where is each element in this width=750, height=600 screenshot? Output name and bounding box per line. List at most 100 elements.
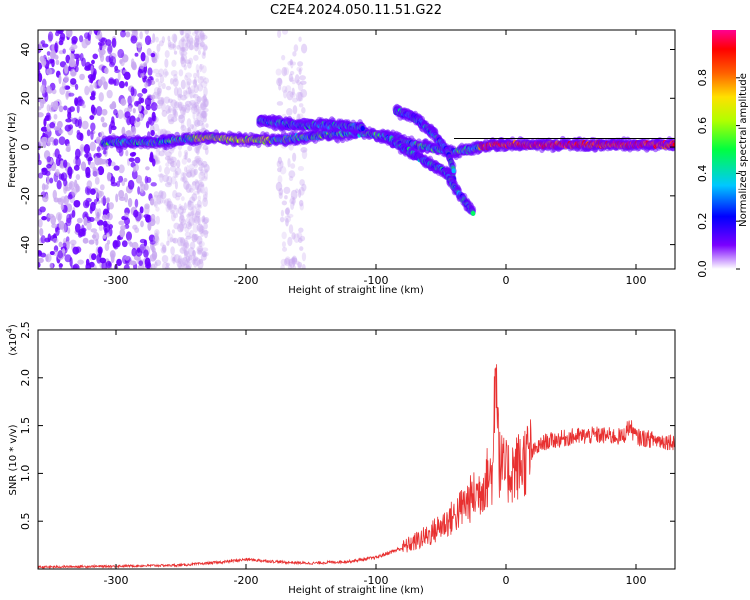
spectrogram-cell xyxy=(79,73,85,81)
spectrogram-cell xyxy=(196,235,203,245)
spectrogram-cell xyxy=(298,189,302,198)
spectrogram-cell xyxy=(181,47,189,52)
spectrogram-cell xyxy=(96,190,103,199)
spectrogram-cell xyxy=(202,50,206,56)
spectrogram-cell xyxy=(182,108,186,118)
spectrogram-cell xyxy=(150,52,156,58)
spectrogram-cell xyxy=(166,200,171,209)
spectrogram-cell xyxy=(74,65,79,73)
spectrogram-cell xyxy=(104,242,110,252)
spectrogram-cell xyxy=(187,222,191,228)
spectrogram-cell xyxy=(188,57,194,65)
spectrogram-cell xyxy=(180,94,187,101)
spectrogram-cell xyxy=(185,183,192,193)
spectrogram-cell xyxy=(141,88,148,94)
spectrogram-cell xyxy=(167,98,173,104)
spectrogram-cell xyxy=(167,35,171,42)
spectrogram-cell xyxy=(178,114,184,120)
spectrogram-cell xyxy=(167,42,175,50)
spectrogram-cell xyxy=(69,257,73,267)
spectrogram-cell xyxy=(200,168,204,174)
spectrogram-cell xyxy=(173,222,180,230)
spectrogram-cell xyxy=(197,195,201,201)
spectrogram-cell xyxy=(44,92,49,102)
spectrogram-cell xyxy=(144,55,150,64)
spectrogram-cell xyxy=(298,36,302,42)
spectrogram-cell xyxy=(125,231,132,241)
spectrogram-cell xyxy=(170,253,177,264)
spectrogram-cell xyxy=(155,156,160,163)
spectrogram-cell xyxy=(202,45,208,51)
spectrogram-cell xyxy=(196,120,204,127)
spectrogram-cell xyxy=(183,149,189,156)
spectrogram-cell xyxy=(152,123,160,132)
spectrogram-cell xyxy=(295,91,303,102)
spectrogram-cell xyxy=(281,85,288,93)
spectrogram-cell xyxy=(203,229,209,239)
spectrogram-cell xyxy=(97,157,104,165)
spectrogram-cell xyxy=(181,55,185,61)
spectrogram-cell xyxy=(166,197,172,208)
spectrogram-cell xyxy=(146,176,152,184)
spectrogram-cell xyxy=(288,258,296,269)
spectrogram-cell xyxy=(144,30,150,35)
spectrogram-cell xyxy=(205,123,209,128)
spectrogram-cell xyxy=(201,251,207,258)
spectrogram-cell xyxy=(81,120,89,130)
spectrogram-cell xyxy=(177,87,183,97)
spectrogram-cell xyxy=(170,209,175,215)
spectrogram-cell xyxy=(179,46,185,57)
spectrogram-cell xyxy=(123,71,131,80)
spectrogram-cell xyxy=(67,227,71,234)
spectrogram-cell xyxy=(201,228,205,233)
spectrogram-cell xyxy=(147,221,152,231)
spectrogram-cell xyxy=(289,91,296,98)
spectrogram-cell xyxy=(189,99,196,106)
spectrogram-cell xyxy=(65,217,72,227)
spectrogram-cell xyxy=(159,75,165,84)
spectrogram-cell xyxy=(275,181,283,192)
spectrogram-cell xyxy=(132,165,137,173)
spectrogram-cell xyxy=(276,77,283,87)
spectrogram-cell xyxy=(187,61,192,69)
spectrogram-cell xyxy=(198,159,203,167)
spectrogram-cell xyxy=(185,235,192,240)
spectrogram-cell xyxy=(61,248,66,254)
spectrogram-cell xyxy=(153,201,158,208)
spectrogram-cell xyxy=(183,154,187,160)
spectrogram-cell xyxy=(163,68,168,78)
spectrogram-cell xyxy=(189,168,197,177)
spectrogram-cell xyxy=(186,77,192,86)
spectrogram-cell xyxy=(174,170,179,178)
spectrogram-cell xyxy=(180,79,186,90)
spectrogram-cell xyxy=(200,80,208,88)
spectrogram-cell xyxy=(108,202,114,210)
spectrogram-cell xyxy=(199,41,206,47)
spectrogram-cell xyxy=(118,80,125,89)
spectrogram-cell xyxy=(170,99,178,108)
spectrogram-cell xyxy=(117,109,124,120)
spectrogram-cell xyxy=(202,111,207,120)
spectrogram-cell xyxy=(198,240,205,247)
spectrogram-cell xyxy=(290,195,295,205)
spectrogram-cell xyxy=(175,207,179,215)
spectrogram-cell xyxy=(291,87,295,96)
spectrogram-cell xyxy=(161,244,167,253)
spectrogram-cell xyxy=(74,83,79,91)
spectrogram-cell xyxy=(189,91,193,99)
spectrogram-cell xyxy=(168,204,172,210)
spectrogram-cell xyxy=(179,47,186,52)
spectrogram-cell xyxy=(177,236,183,247)
spectrogram-cell xyxy=(180,119,185,129)
spectrogram-cell xyxy=(89,206,93,214)
spectrogram-cell xyxy=(114,65,119,71)
spectrogram-cell xyxy=(93,82,97,89)
spectrogram-cell xyxy=(298,199,304,207)
spectrogram-cell xyxy=(55,59,60,66)
spectrogram-cell xyxy=(185,35,191,43)
spectrogram-cell xyxy=(181,46,185,52)
spectrogram-cell xyxy=(60,203,64,211)
chart-title: C2E4.2024.050.11.51.G22 xyxy=(270,3,442,18)
spectrogram-cell xyxy=(108,224,114,229)
spectrogram-cell xyxy=(118,175,124,183)
